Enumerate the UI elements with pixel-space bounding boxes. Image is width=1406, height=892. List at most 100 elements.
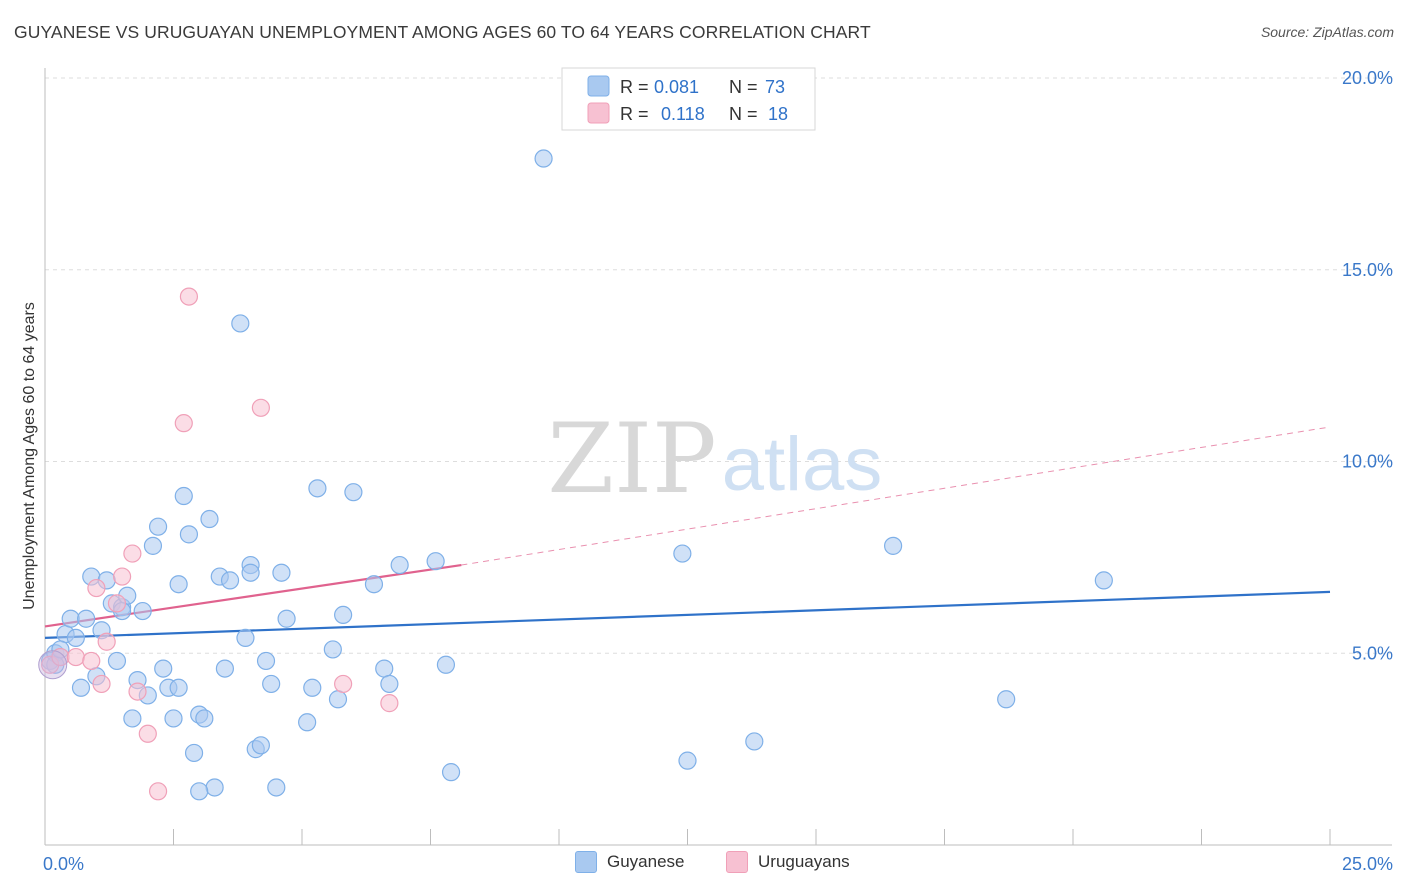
y-tick-label: 20.0% <box>1342 68 1393 88</box>
data-point-uruguayans <box>128 682 147 701</box>
data-point-guyanese <box>256 651 276 671</box>
data-point-uruguayans <box>123 544 142 563</box>
data-point-uruguayans <box>92 674 111 694</box>
data-point-guyanese <box>123 709 142 728</box>
data-point-guyanese <box>133 601 152 621</box>
series-legend: Guyanese Uruguayans <box>0 851 1406 877</box>
data-point-guyanese <box>534 149 553 168</box>
data-point-uruguayans <box>112 567 132 586</box>
y-tick-label: 5.0% <box>1352 643 1393 663</box>
data-point-uruguayans <box>380 694 399 713</box>
data-point-guyanese <box>328 690 348 709</box>
data-point-guyanese <box>364 575 384 594</box>
data-point-uruguayans <box>148 782 168 801</box>
trend-line-uruguayans <box>44 563 462 628</box>
data-point-guyanese <box>169 678 188 697</box>
data-point-guyanese <box>174 486 193 506</box>
data-point-guyanese <box>390 555 409 575</box>
data-point-guyanese <box>169 575 188 594</box>
data-point-guyanese <box>61 609 80 628</box>
data-point-guyanese <box>200 509 219 529</box>
data-point-guyanese <box>272 563 291 582</box>
trend-line-uruguayans-extension <box>461 426 1331 566</box>
data-point-guyanese <box>997 690 1016 709</box>
legend-r-value-guyanese: 0.081 <box>654 77 699 97</box>
data-point-guyanese <box>205 778 224 797</box>
data-point-guyanese <box>66 628 85 648</box>
data-point-guyanese <box>220 571 240 590</box>
legend-n-value-guyanese: 73 <box>765 77 785 97</box>
x-tick-labels: 0.0% 25.0% <box>43 854 1393 874</box>
data-point-guyanese <box>334 605 353 625</box>
data-point-cluster <box>38 650 68 680</box>
data-point-uruguayans <box>66 647 85 667</box>
data-point-guyanese <box>71 678 91 697</box>
legend-n-label-guyanese: N = <box>729 77 758 97</box>
data-point-uruguayans <box>334 674 353 694</box>
data-point-guyanese <box>236 628 255 648</box>
data-point-guyanese <box>745 732 764 751</box>
data-point-guyanese <box>436 655 456 674</box>
data-point-guyanese <box>380 674 399 694</box>
data-point-guyanese <box>215 659 234 678</box>
legend-item-uruguayans: Uruguayans <box>726 851 850 873</box>
data-point-uruguayans <box>107 594 127 613</box>
y-tick-label: 15.0% <box>1342 260 1393 280</box>
legend-swatch-uruguayans <box>587 102 610 124</box>
x-tick-label-min: 0.0% <box>43 854 84 874</box>
data-point-uruguayans <box>87 578 106 598</box>
data-point-guyanese <box>184 743 204 763</box>
data-point-uruguayans <box>179 287 199 306</box>
data-point-uruguayans <box>138 724 157 743</box>
data-point-guyanese <box>303 678 322 697</box>
data-point-guyanese <box>195 709 214 728</box>
data-point-guyanese <box>426 552 445 571</box>
legend-item-guyanese: Guyanese <box>575 851 685 873</box>
data-point-guyanese <box>308 479 327 498</box>
legend-label-guyanese: Guyanese <box>607 852 685 871</box>
legend-label-uruguayans: Uruguayans <box>758 852 850 871</box>
data-point-guyanese <box>267 778 286 797</box>
legend-swatch-guyanese-bottom <box>575 851 597 873</box>
data-point-guyanese <box>107 651 127 671</box>
data-points <box>38 149 1113 801</box>
data-point-guyanese <box>673 544 692 563</box>
data-point-guyanese <box>678 751 697 770</box>
legend-n-value-uruguayans: 18 <box>768 104 788 124</box>
data-point-guyanese <box>441 763 461 782</box>
legend-swatch-guyanese <box>587 75 610 97</box>
data-point-guyanese <box>375 659 394 678</box>
watermark-zip: ZIP <box>547 403 716 515</box>
data-point-uruguayans <box>97 632 116 651</box>
data-point-guyanese <box>154 659 173 678</box>
data-point-guyanese <box>241 563 260 582</box>
watermark-atlas: atlas <box>722 422 883 507</box>
y-tick-label: 10.0% <box>1342 452 1393 472</box>
data-point-guyanese <box>323 640 342 659</box>
chart-title: GUYANESE VS URUGUAYAN UNEMPLOYMENT AMONG… <box>14 22 871 42</box>
y-tick-labels: 5.0% 10.0% 15.0% 20.0% <box>1342 68 1393 663</box>
data-point-guyanese <box>77 609 96 628</box>
trend-lines <box>44 426 1331 640</box>
data-point-guyanese <box>344 483 363 502</box>
data-point-uruguayans <box>174 414 193 433</box>
data-point-guyanese <box>164 709 183 728</box>
legend-n-label-uruguayans: N = <box>729 104 758 124</box>
legend-r-label-guyanese: R = <box>620 77 649 97</box>
data-point-guyanese <box>179 525 199 544</box>
stats-legend: R = 0.081 N = 73 R = 0.118 N = 18 <box>561 67 816 131</box>
data-point-uruguayans <box>82 651 101 671</box>
data-point-guyanese <box>143 536 163 555</box>
legend-r-label-uruguayans: R = <box>620 104 649 124</box>
data-point-guyanese <box>148 517 168 536</box>
data-point-guyanese <box>1094 571 1113 590</box>
data-point-guyanese <box>298 713 317 732</box>
legend-swatch-uruguayans-bottom <box>726 851 748 873</box>
data-point-guyanese <box>883 536 903 555</box>
data-point-guyanese <box>190 782 209 801</box>
trend-line-guyanese <box>44 590 1331 640</box>
chart-source: Source: ZipAtlas.com <box>1260 24 1394 40</box>
data-point-guyanese <box>262 674 281 694</box>
data-point-guyanese <box>277 609 296 628</box>
